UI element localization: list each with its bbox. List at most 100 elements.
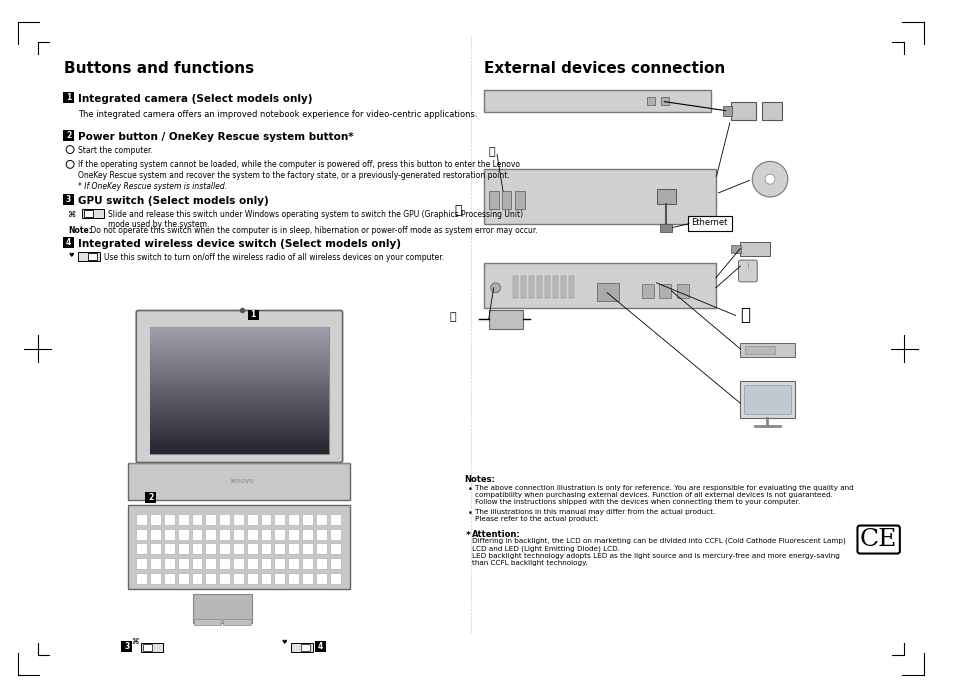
Bar <box>150 381 329 384</box>
Bar <box>136 529 147 539</box>
Bar <box>150 362 329 365</box>
Bar <box>288 529 299 539</box>
Bar <box>660 98 669 105</box>
Text: 4: 4 <box>317 642 323 651</box>
Bar <box>164 544 174 554</box>
Bar <box>301 644 310 651</box>
Bar <box>274 558 285 569</box>
Bar <box>150 333 329 337</box>
Bar <box>205 514 216 525</box>
Bar <box>141 643 163 652</box>
Bar <box>260 529 272 539</box>
Bar <box>274 514 285 525</box>
Bar <box>302 514 313 525</box>
Text: 3: 3 <box>66 195 71 204</box>
Bar <box>150 403 329 406</box>
Text: If the operating system cannot be loaded, while the computer is powered off, pre: If the operating system cannot be loaded… <box>78 160 519 180</box>
Bar <box>150 428 329 431</box>
Bar <box>205 529 216 539</box>
Text: 2: 2 <box>66 131 71 140</box>
Bar <box>177 544 189 554</box>
Bar <box>233 514 244 525</box>
Bar <box>150 346 329 349</box>
Bar <box>129 505 350 589</box>
FancyBboxPatch shape <box>63 238 74 248</box>
Text: 1: 1 <box>251 310 255 319</box>
Circle shape <box>764 174 774 184</box>
Bar <box>568 276 573 298</box>
Bar <box>641 284 653 298</box>
Bar <box>659 224 672 231</box>
Bar <box>150 372 329 375</box>
Bar <box>302 544 313 554</box>
Bar <box>150 415 329 419</box>
Bar <box>315 529 327 539</box>
Bar <box>150 353 329 355</box>
Bar <box>150 384 329 388</box>
Bar <box>330 514 340 525</box>
Bar <box>288 573 299 584</box>
Bar <box>150 431 329 435</box>
Bar <box>740 343 794 357</box>
Text: ⌘: ⌘ <box>68 210 76 219</box>
Text: Slide and release this switch under Windows operating system to switch the GPU (: Slide and release this switch under Wind… <box>108 210 522 229</box>
Text: 📹: 📹 <box>740 307 750 324</box>
Bar <box>274 544 285 554</box>
Bar <box>288 558 299 569</box>
Bar <box>247 529 257 539</box>
Bar <box>150 558 161 569</box>
Bar <box>150 413 329 415</box>
Bar <box>274 529 285 539</box>
Bar <box>150 330 329 334</box>
Bar <box>177 558 189 569</box>
FancyBboxPatch shape <box>136 310 342 463</box>
Bar <box>247 514 257 525</box>
Bar <box>150 390 329 394</box>
Bar <box>315 514 327 525</box>
Bar <box>330 573 340 584</box>
Bar <box>260 558 272 569</box>
FancyBboxPatch shape <box>145 492 156 503</box>
Text: 2: 2 <box>148 493 153 502</box>
Bar <box>219 573 230 584</box>
Text: 🎧: 🎧 <box>449 312 456 323</box>
Bar <box>129 463 350 500</box>
Text: The illustrations in this manual may differ from the actual product.
Please refe: The illustrations in this manual may dif… <box>475 509 715 522</box>
Bar <box>150 365 329 368</box>
Bar <box>315 558 327 569</box>
Bar <box>488 191 498 209</box>
Bar <box>247 558 257 569</box>
Circle shape <box>752 162 787 197</box>
Bar <box>483 169 715 224</box>
Bar <box>150 544 161 554</box>
Bar <box>288 544 299 554</box>
Bar <box>315 573 327 584</box>
Bar <box>513 276 517 298</box>
Bar <box>164 573 174 584</box>
Bar <box>177 573 189 584</box>
Bar <box>192 544 202 554</box>
Bar <box>150 355 329 359</box>
FancyBboxPatch shape <box>687 215 731 231</box>
Bar <box>150 409 329 413</box>
Bar <box>150 400 329 403</box>
Bar <box>302 558 313 569</box>
Bar <box>164 514 174 525</box>
Bar <box>677 284 688 298</box>
Bar <box>544 276 549 298</box>
Bar <box>150 406 329 409</box>
Bar <box>744 346 774 354</box>
Text: 4: 4 <box>66 238 71 247</box>
Bar <box>330 529 340 539</box>
Bar <box>192 514 202 525</box>
Bar <box>150 441 329 444</box>
Bar <box>150 349 329 353</box>
Bar <box>150 435 329 438</box>
Bar <box>193 618 221 625</box>
Circle shape <box>490 283 500 293</box>
Text: * If OneKey Rescue system is installed.: * If OneKey Rescue system is installed. <box>78 182 227 191</box>
Bar <box>247 573 257 584</box>
Bar <box>150 368 329 372</box>
Text: Power button / OneKey Rescue system button*: Power button / OneKey Rescue system butt… <box>78 132 354 141</box>
Bar <box>302 573 313 584</box>
